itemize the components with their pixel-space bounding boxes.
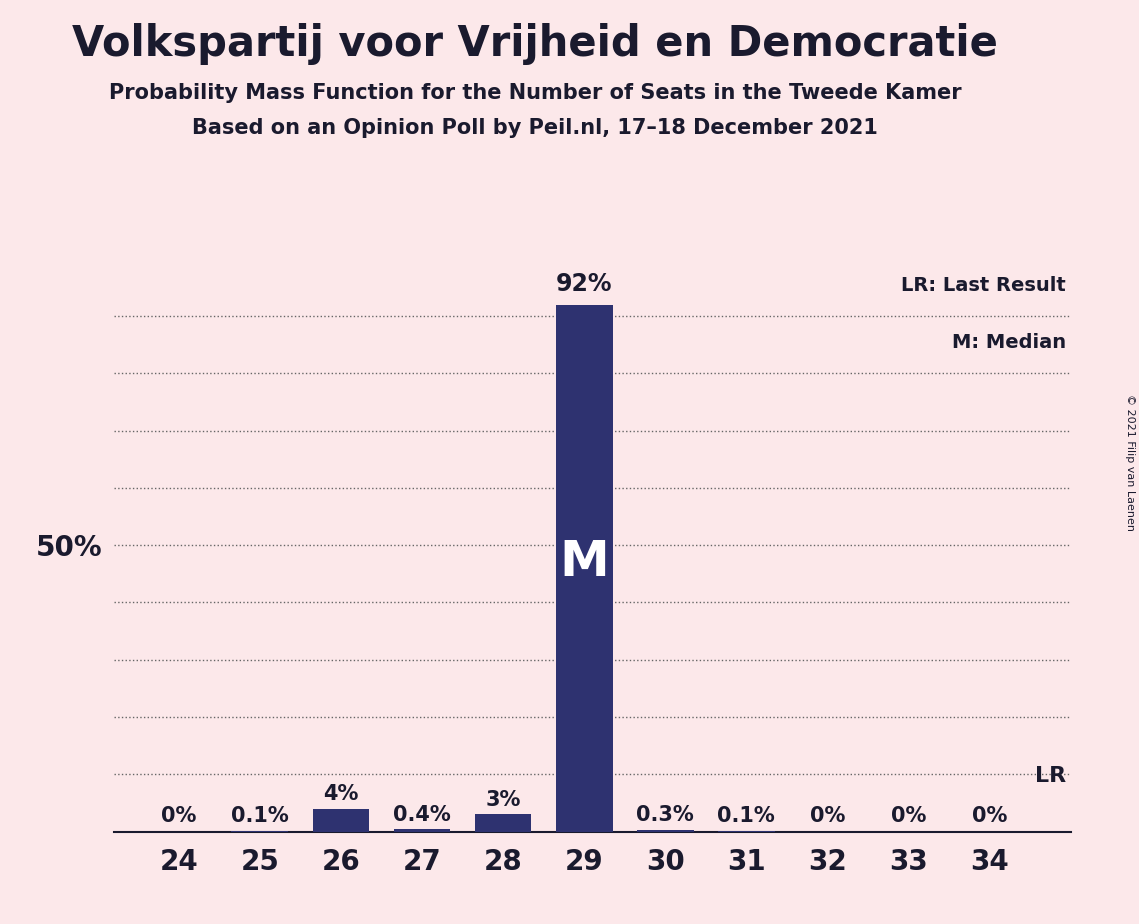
Text: 0%: 0% — [810, 806, 845, 826]
Text: 0.1%: 0.1% — [231, 807, 288, 826]
Bar — [312, 808, 369, 832]
Bar — [394, 830, 450, 832]
Text: Based on an Opinion Poll by Peil.nl, 17–18 December 2021: Based on an Opinion Poll by Peil.nl, 17–… — [192, 118, 878, 139]
Text: LR: Last Result: LR: Last Result — [901, 276, 1066, 295]
Bar — [637, 830, 694, 832]
Text: 92%: 92% — [556, 272, 613, 296]
Text: Volkspartij voor Vrijheid en Democratie: Volkspartij voor Vrijheid en Democratie — [73, 23, 998, 65]
Text: M: Median: M: Median — [952, 334, 1066, 352]
Text: 0%: 0% — [972, 806, 1007, 826]
Text: 0.4%: 0.4% — [393, 805, 451, 825]
Bar — [556, 305, 613, 832]
Text: © 2021 Filip van Laenen: © 2021 Filip van Laenen — [1125, 394, 1134, 530]
Text: LR: LR — [1034, 766, 1066, 785]
Text: 4%: 4% — [323, 784, 359, 804]
Text: Probability Mass Function for the Number of Seats in the Tweede Kamer: Probability Mass Function for the Number… — [109, 83, 961, 103]
Bar — [475, 814, 532, 832]
Text: 3%: 3% — [485, 790, 521, 809]
Text: 0%: 0% — [161, 806, 196, 826]
Text: 0.3%: 0.3% — [637, 806, 694, 825]
Text: 0.1%: 0.1% — [718, 807, 776, 826]
Text: M: M — [559, 539, 609, 587]
Text: 0%: 0% — [891, 806, 926, 826]
